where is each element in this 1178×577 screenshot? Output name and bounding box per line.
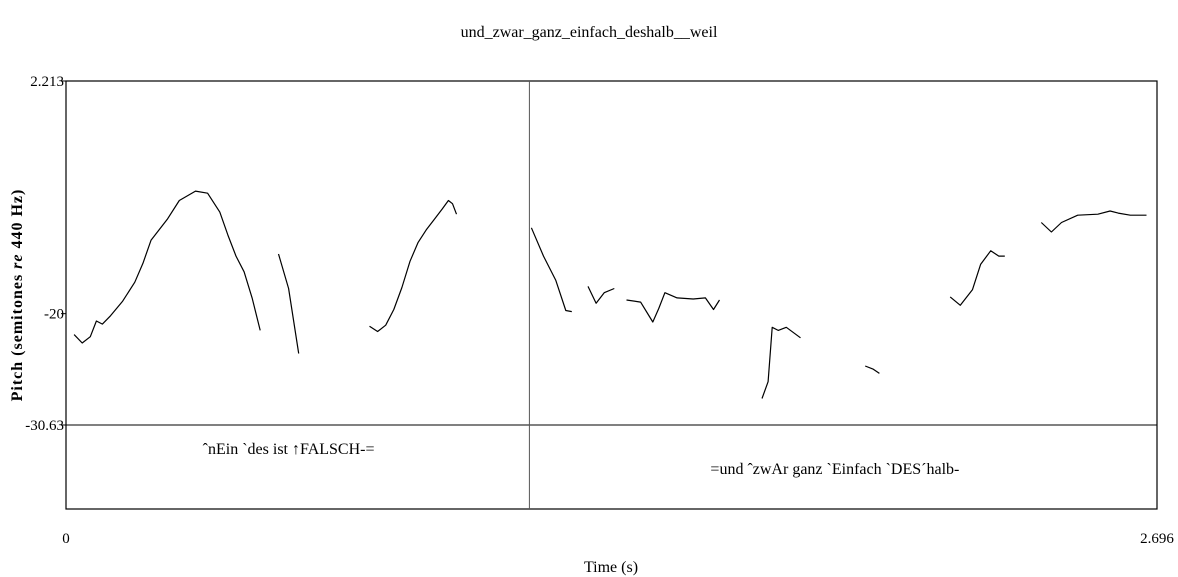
plot-frame [65, 80, 1158, 510]
annotation-label-2: =und ˆzwAr ganz `Einfach `DES´halb- [710, 461, 959, 478]
pitch-segment-10 [1040, 210, 1147, 233]
y-axis-label: Pitch (semitones re 440 Hz) [9, 189, 26, 402]
x-tick-end: 2.696 [1140, 531, 1174, 547]
x-axis-label: Time (s) [584, 559, 638, 576]
x-tick-start: 0 [62, 531, 70, 547]
pitch-segment-4 [530, 227, 572, 313]
pitch-segment-8 [864, 365, 880, 374]
pitch-segment-1 [73, 190, 261, 344]
pitch-segment-3 [369, 199, 458, 333]
y-axis-ticks: 2.213 -20 -30.63 [25, 74, 66, 434]
y-tick-label: -20 [44, 307, 64, 323]
annotation-label-1: ˆnEin `des ist ↑FALSCH-= [203, 441, 375, 458]
pitch-contour [73, 190, 1147, 399]
pitch-segment-9 [949, 250, 1005, 306]
pitch-segment-2 [277, 253, 300, 354]
pitch-segment-5 [587, 286, 615, 304]
pitch-segment-6 [626, 292, 721, 323]
annotation-tier: ˆnEin `des ist ↑FALSCH-= =und ˆzwAr ganz … [203, 441, 960, 478]
pitch-segment-7 [761, 326, 801, 399]
chart-title: und_zwar_ganz_einfach_deshalb__weil [461, 24, 718, 41]
y-tick-label: 2.213 [30, 74, 64, 90]
y-tick-label: -30.63 [25, 418, 64, 434]
